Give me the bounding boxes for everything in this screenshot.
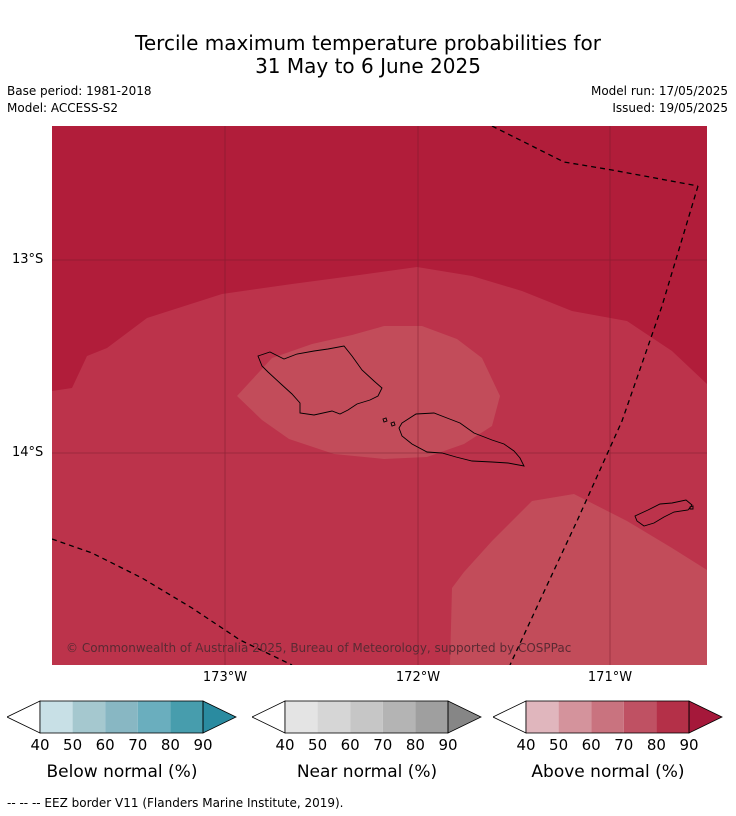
island-manono [382, 417, 388, 423]
colorbar-above-segment-3 [591, 701, 624, 733]
colorbar-below-tick: 80 [160, 736, 180, 754]
colorbar-below-frame [39, 700, 204, 734]
colorbar-below-segment-1 [40, 701, 73, 733]
probability-map [52, 126, 707, 665]
eez-border-north [491, 126, 699, 187]
colorbar-above-segment-5 [656, 701, 689, 733]
model-run: Model run: 17/05/2025 [590, 84, 728, 98]
base-period: Base period: 1981-2018 [7, 84, 152, 98]
colorbar-near-segment-5 [415, 701, 448, 733]
eez-legend: -- -- -- EEZ border V11 (Flanders Marine… [7, 796, 344, 810]
issued-date: Issued: 19/05/2025 [612, 101, 728, 115]
colorbar-above-tick: 80 [646, 736, 666, 754]
colorbar-below-over-arrow [202, 700, 237, 734]
colorbar-near-frame [284, 700, 449, 734]
colorbar-near-segment-4 [382, 701, 416, 733]
colorbar-above-tick: 70 [614, 736, 634, 754]
eez-border-southwest [52, 538, 293, 665]
lon-tick-171w: 171°W [587, 670, 633, 685]
colorbar-below-label: Below normal (%) [46, 762, 198, 782]
lat-tick-14s: 14°S [12, 445, 44, 460]
colorbar-below-segment-5 [170, 701, 203, 733]
colorbar-near-segment-3 [350, 701, 383, 733]
lon-tick-173w: 173°W [202, 670, 248, 685]
colorbar-above-label: Above normal (%) [531, 762, 685, 782]
island-upolu [398, 412, 525, 467]
model-name: Model: ACCESS-S2 [7, 101, 119, 115]
zone-above-90-north [52, 126, 707, 391]
colorbar-above-segment-1 [526, 701, 559, 733]
island-apolima [390, 421, 396, 427]
colorbar-below-under-arrow [6, 700, 41, 734]
island-tutuila [634, 499, 693, 527]
meta-right: Model run: 17/05/2025 Issued: 19/05/2025 [591, 83, 728, 117]
colorbar-near-tick: 80 [405, 736, 425, 754]
colorbar-above-over-arrow [688, 700, 723, 734]
colorbar-near-label: Near normal (%) [296, 762, 438, 782]
colorbar-above-tick: 90 [679, 736, 699, 754]
colorbar-near-tick: 70 [373, 736, 393, 754]
colorbar-below-tick: 70 [128, 736, 148, 754]
colorbar-near [251, 700, 482, 736]
colorbar-below-tick: 60 [95, 736, 115, 754]
island-aunuu [689, 505, 694, 510]
colorbar-below-segment-2 [72, 701, 106, 733]
colorbar-near-over-arrow [447, 700, 482, 734]
colorbar-below-tick: 90 [193, 736, 213, 754]
eez-border-east [509, 185, 699, 665]
colorbar-below-segment-4 [137, 701, 171, 733]
meta-left: Base period: 1981-2018 Model: ACCESS-S2 [7, 83, 152, 117]
title-line-2: 31 May to 6 June 2025 [255, 54, 481, 78]
lat-tick-13s: 13°S [12, 252, 44, 267]
colorbar-below-tick: 40 [30, 736, 50, 754]
colorbar-below-segment-3 [105, 701, 138, 733]
lon-tick-172w: 172°W [395, 670, 441, 685]
colorbar-above-frame [525, 700, 690, 734]
colorbar-above-segment-2 [558, 701, 592, 733]
colorbar-above-under-arrow [492, 700, 527, 734]
colorbar-above-tick: 40 [516, 736, 536, 754]
zone-above-70-southeast [450, 494, 707, 665]
chart-title: Tercile maximum temperature probabilitie… [0, 32, 736, 78]
colorbar-below [6, 700, 237, 736]
colorbar-near-tick: 50 [308, 736, 328, 754]
colorbar-above-tick: 60 [581, 736, 601, 754]
colorbar-above-tick: 50 [549, 736, 569, 754]
colorbar-above [492, 700, 723, 736]
colorbar-near-tick: 90 [438, 736, 458, 754]
colorbar-above-segment-4 [623, 701, 657, 733]
colorbar-below-tick: 50 [63, 736, 83, 754]
title-line-1: Tercile maximum temperature probabilitie… [135, 31, 601, 55]
colorbar-near-tick: 60 [340, 736, 360, 754]
colorbar-near-tick: 40 [275, 736, 295, 754]
colorbar-near-segment-1 [285, 701, 318, 733]
colorbar-near-under-arrow [251, 700, 286, 734]
island-savaii [257, 345, 383, 416]
zone-above-70-central [237, 326, 500, 459]
colorbar-near-segment-2 [317, 701, 351, 733]
copyright-notice: © Commonwealth of Australia 2025, Bureau… [66, 641, 572, 655]
